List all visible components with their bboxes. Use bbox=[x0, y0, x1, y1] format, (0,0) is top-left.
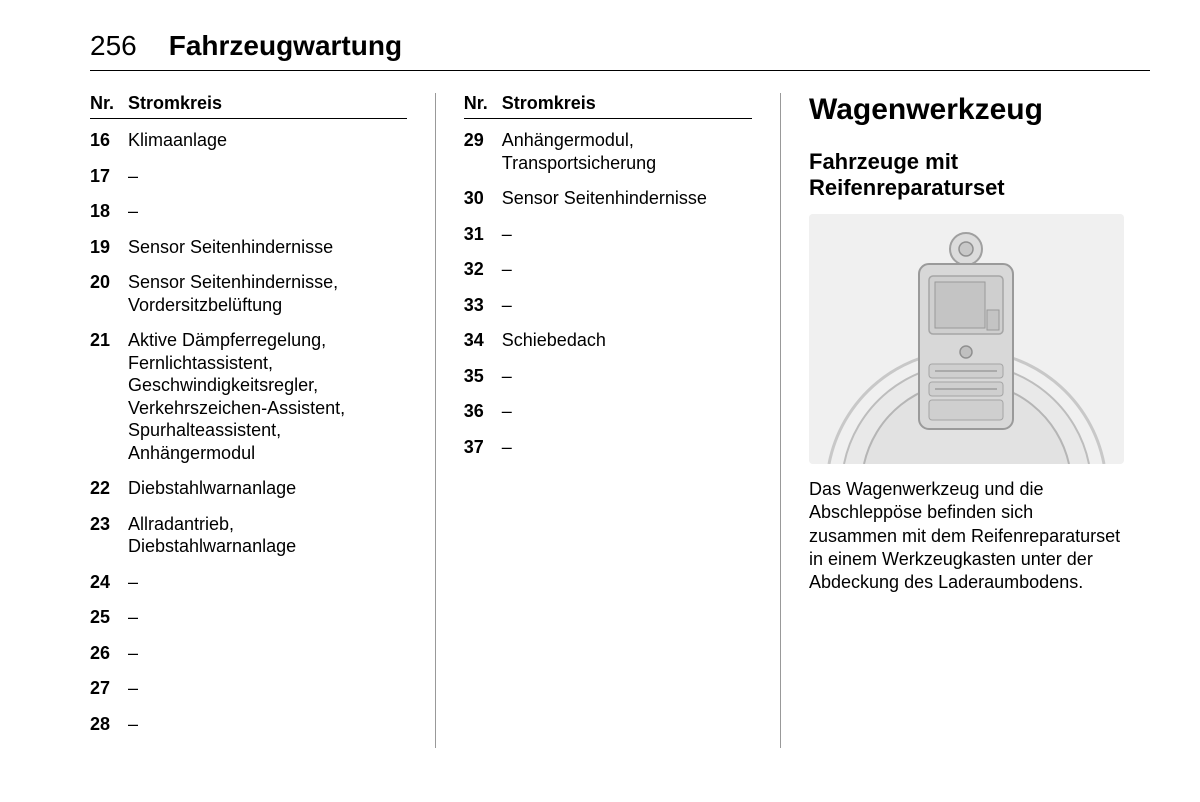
table-row: 23Allradantrieb, Diebstahlwarnanlage bbox=[90, 513, 407, 558]
table-row: 36– bbox=[464, 400, 752, 423]
row-number: 29 bbox=[464, 129, 502, 174]
table-row: 32– bbox=[464, 258, 752, 281]
header-nr: Nr. bbox=[90, 93, 128, 114]
row-text: – bbox=[502, 400, 752, 423]
table-row: 19Sensor Seitenhindernisse bbox=[90, 236, 407, 259]
table-row: 29Anhängermodul, Transportsicherung bbox=[464, 129, 752, 174]
row-number: 20 bbox=[90, 271, 128, 316]
row-text: Schiebedach bbox=[502, 329, 752, 352]
table-row: 37– bbox=[464, 436, 752, 459]
table-row: 20Sensor Seitenhindernisse, Vordersitzbe… bbox=[90, 271, 407, 316]
row-text: – bbox=[128, 571, 407, 594]
row-number: 27 bbox=[90, 677, 128, 700]
table-row: 35– bbox=[464, 365, 752, 388]
row-text: – bbox=[502, 365, 752, 388]
row-text: Allradantrieb, Diebstahlwarnanlage bbox=[128, 513, 407, 558]
table-row: 34Schiebedach bbox=[464, 329, 752, 352]
row-number: 19 bbox=[90, 236, 128, 259]
tool-kit-svg bbox=[809, 214, 1124, 464]
row-number: 16 bbox=[90, 129, 128, 152]
table-row: 18– bbox=[90, 200, 407, 223]
row-text: Klimaanlage bbox=[128, 129, 407, 152]
row-number: 22 bbox=[90, 477, 128, 500]
table-row: 24– bbox=[90, 571, 407, 594]
header-rule bbox=[90, 70, 1150, 71]
table-body-2: 29Anhängermodul, Transportsicherung30Sen… bbox=[464, 129, 752, 458]
section-subheading: Fahrzeuge mit Reifenreparaturset bbox=[809, 149, 1122, 202]
table-row: 31– bbox=[464, 223, 752, 246]
row-number: 17 bbox=[90, 165, 128, 188]
row-number: 32 bbox=[464, 258, 502, 281]
row-text: – bbox=[128, 200, 407, 223]
table-row: 28– bbox=[90, 713, 407, 736]
row-number: 31 bbox=[464, 223, 502, 246]
row-number: 30 bbox=[464, 187, 502, 210]
row-number: 34 bbox=[464, 329, 502, 352]
row-text: – bbox=[128, 677, 407, 700]
header-stromkreis: Stromkreis bbox=[128, 93, 222, 114]
column-1: Nr. Stromkreis 16Klimaanlage17–18–19Sens… bbox=[90, 93, 435, 748]
table-row: 16Klimaanlage bbox=[90, 129, 407, 152]
row-number: 24 bbox=[90, 571, 128, 594]
page-header: 256 Fahrzeugwartung bbox=[90, 30, 1150, 62]
row-text: – bbox=[502, 258, 752, 281]
column-2: Nr. Stromkreis 29Anhängermodul, Transpor… bbox=[435, 93, 780, 748]
row-number: 35 bbox=[464, 365, 502, 388]
table-row: 30Sensor Seitenhindernisse bbox=[464, 187, 752, 210]
row-text: Diebstahlwarnanlage bbox=[128, 477, 407, 500]
table-header: Nr. Stromkreis bbox=[464, 93, 752, 119]
row-text: Sensor Seitenhindernisse bbox=[128, 236, 407, 259]
table-row: 26– bbox=[90, 642, 407, 665]
table-row: 17– bbox=[90, 165, 407, 188]
row-number: 21 bbox=[90, 329, 128, 464]
row-text: – bbox=[128, 713, 407, 736]
row-number: 25 bbox=[90, 606, 128, 629]
row-text: Sensor Seitenhindernisse bbox=[502, 187, 752, 210]
section-paragraph: Das Wagenwerkzeug und die Abschleppöse b… bbox=[809, 478, 1122, 595]
header-stromkreis: Stromkreis bbox=[502, 93, 596, 114]
chapter-title: Fahrzeugwartung bbox=[169, 30, 402, 62]
row-text: – bbox=[502, 223, 752, 246]
row-number: 37 bbox=[464, 436, 502, 459]
page-number: 256 bbox=[90, 30, 137, 62]
row-text: Aktive Dämpferregelung, Fernlichtassiste… bbox=[128, 329, 407, 464]
table-header: Nr. Stromkreis bbox=[90, 93, 407, 119]
row-text: – bbox=[128, 165, 407, 188]
table-row: 33– bbox=[464, 294, 752, 317]
row-number: 36 bbox=[464, 400, 502, 423]
table-row: 22Diebstahlwarnanlage bbox=[90, 477, 407, 500]
table-row: 27– bbox=[90, 677, 407, 700]
column-3: Wagenwerkzeug Fahrzeuge mit Reifenrepara… bbox=[780, 93, 1150, 748]
header-nr: Nr. bbox=[464, 93, 502, 114]
row-number: 26 bbox=[90, 642, 128, 665]
tool-kit-illustration bbox=[809, 214, 1124, 464]
row-text: – bbox=[128, 642, 407, 665]
table-body-1: 16Klimaanlage17–18–19Sensor Seitenhinder… bbox=[90, 129, 407, 735]
table-row: 21Aktive Dämpferregelung, Fernlichtassis… bbox=[90, 329, 407, 464]
row-text: – bbox=[128, 606, 407, 629]
row-text: – bbox=[502, 436, 752, 459]
row-number: 23 bbox=[90, 513, 128, 558]
row-number: 33 bbox=[464, 294, 502, 317]
section-heading: Wagenwerkzeug bbox=[809, 93, 1122, 127]
row-text: – bbox=[502, 294, 752, 317]
row-number: 28 bbox=[90, 713, 128, 736]
row-text: Anhängermodul, Transportsicherung bbox=[502, 129, 752, 174]
row-text: Sensor Seitenhindernisse, Vordersitzbelü… bbox=[128, 271, 407, 316]
content-columns: Nr. Stromkreis 16Klimaanlage17–18–19Sens… bbox=[90, 93, 1150, 748]
row-number: 18 bbox=[90, 200, 128, 223]
table-row: 25– bbox=[90, 606, 407, 629]
manual-page: 256 Fahrzeugwartung Nr. Stromkreis 16Kli… bbox=[0, 0, 1200, 802]
